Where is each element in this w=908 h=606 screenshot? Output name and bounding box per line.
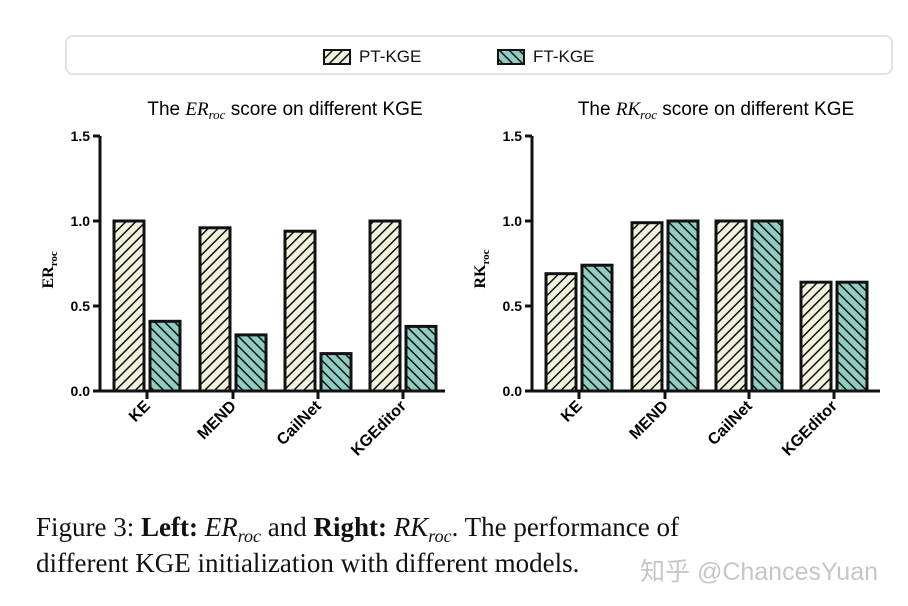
bar-ft-kge-cailnet [750, 219, 784, 393]
bar-pt-kge-mend [198, 226, 232, 393]
chart-title: The RKroc score on different KGE [578, 99, 854, 122]
watermark: 知乎 @ChancesYuan [640, 558, 879, 586]
chart-2: The RKroc score on different KGE RKroc 0.0… [472, 99, 880, 459]
legend-label: FT-KGE [533, 47, 595, 66]
legend-label: PT-KGE [359, 47, 422, 66]
bar-pt-kge-ke [112, 219, 146, 393]
y-tick-label: 1.5 [503, 128, 523, 144]
y-tick-label: 1.5 [71, 128, 91, 144]
bar-ft-kge-kgeditor [835, 280, 869, 393]
legend-item-pt-kge: PT-KGE [323, 47, 421, 67]
x-tick-label: KE [126, 398, 154, 426]
bar-ft-kge-ke [580, 263, 614, 393]
bar-ft-kge-kgeditor [404, 324, 438, 393]
x-tick-label: CailNet [705, 397, 756, 448]
x-tick-label: KGEditor [348, 398, 410, 460]
y-tick-label: 1.0 [71, 213, 91, 229]
caption-line-1: Figure 3: Left: ERroc and Right: RKroc. … [36, 512, 680, 547]
y-axis-label: ERroc [40, 251, 60, 288]
y-tick-label: 0.5 [503, 298, 523, 314]
bar-ft-kge-mend [666, 219, 700, 393]
x-tick-label: MEND [626, 398, 671, 443]
x-tick-label: KE [558, 398, 586, 426]
legend: PT-KGE FT-KGE [65, 35, 893, 75]
bar-pt-kge-kgeditor [799, 280, 833, 393]
y-axis-label: RKroc [472, 249, 492, 288]
bar-pt-kge-mend [630, 221, 664, 393]
x-tick-label: MEND [194, 398, 239, 443]
bar-ft-kge-cailnet [319, 352, 353, 393]
bar-pt-kge-cailnet [714, 219, 748, 393]
chart-title: The ERroc score on different KGE [147, 99, 422, 122]
bar-ft-kge-ke [148, 319, 182, 393]
legend-swatch-pt-kge [323, 49, 351, 65]
y-tick-label: 0.0 [71, 383, 91, 399]
x-tick-label: KGEditor [779, 398, 841, 460]
bar-pt-kge-ke [544, 272, 578, 393]
bar-pt-kge-kgeditor [368, 219, 402, 393]
y-tick-label: 1.0 [503, 213, 523, 229]
bar-pt-kge-cailnet [283, 229, 317, 393]
caption-line-2: different KGE initialization with differ… [36, 548, 580, 578]
x-tick-label: CailNet [274, 397, 325, 448]
y-tick-label: 0.5 [71, 298, 91, 314]
charts: The ERroc score on different KGE ERroc 0.0… [40, 99, 880, 459]
legend-swatch-ft-kge [497, 49, 525, 65]
y-tick-label: 0.0 [503, 383, 523, 399]
bar-ft-kge-mend [234, 333, 268, 393]
chart-1: The ERroc score on different KGE ERroc 0.0… [40, 99, 445, 459]
legend-item-ft-kge: FT-KGE [497, 47, 594, 67]
